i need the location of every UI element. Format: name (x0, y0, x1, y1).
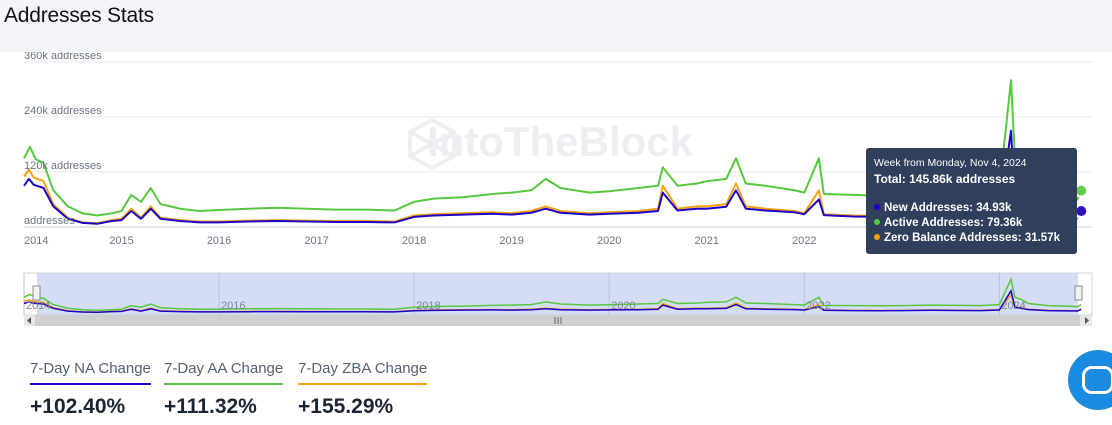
tooltip-row-new: New Addresses: 34.93k (874, 202, 1011, 214)
x-tick-label: 2022 (792, 235, 816, 247)
x-tick-label: 2020 (597, 235, 621, 247)
y-tick-label: 120k addresses (24, 160, 102, 172)
stat-label[interactable]: 7-Day NA Change (30, 360, 151, 385)
navigator-line-active (23, 276, 1082, 312)
y-tick-label: addresses (24, 215, 75, 227)
x-tick-label: 2017 (304, 235, 328, 247)
navigator-tick-label: 2018 (416, 300, 440, 312)
navigator-tick-label: 2022 (806, 300, 830, 312)
page-title: Addresses Stats (4, 4, 154, 27)
new-dot-icon (874, 204, 880, 210)
tooltip-row-label: Zero Balance Addresses: 31.57k (884, 232, 1060, 244)
watermark-logo-icon (408, 117, 456, 171)
hover-markers (1074, 183, 1089, 220)
navigator-tick-label: 2020 (611, 300, 635, 312)
zero-balance-dot-icon (874, 234, 880, 240)
stat-aa-change: 7-Day AA Change +111.32% (164, 360, 284, 419)
y-tick-label: 360k addresses (24, 52, 102, 62)
tooltip-header: Week from Monday, Nov 4, 2024 (874, 157, 1027, 169)
x-tick-label: 2014 (24, 235, 48, 247)
watermark-text: IntoTheBlock (427, 118, 694, 165)
navigator-ticks: 2014 2016 2018 2020 2022 2024 (26, 300, 1026, 312)
navigator-series (23, 276, 1082, 314)
navigator-chart[interactable]: 2014 2016 2018 2020 2022 2024 (0, 270, 1112, 330)
chat-bubble-icon (1082, 366, 1112, 394)
tooltip-row-label: Active Addresses: 79.36k (884, 217, 1023, 229)
navigator-left-handle[interactable] (32, 285, 41, 301)
stat-zba-change: 7-Day ZBA Change +155.29% (298, 360, 428, 419)
stat-value: +111.32% (164, 395, 257, 418)
stat-value: +102.40% (30, 395, 126, 418)
chart-tooltip: Week from Monday, Nov 4, 2024 Total: 145… (866, 148, 1077, 254)
stat-value: +155.29% (298, 395, 394, 418)
scroll-right-arrow-icon[interactable] (1085, 317, 1089, 324)
navigator-tick-label: 2016 (221, 300, 245, 312)
hover-marker-new (1074, 203, 1089, 218)
tooltip-row-label: New Addresses: 34.93k (884, 202, 1012, 214)
navigator-tick-label: 2014 (26, 300, 50, 312)
x-tick-label: 2021 (694, 235, 718, 247)
stat-label[interactable]: 7-Day ZBA Change (298, 360, 428, 385)
tooltip-total: Total: 145.86k addresses (874, 172, 1016, 186)
navigator-right-handle[interactable] (1074, 285, 1083, 301)
navigator-tick-label: 2024 (1001, 300, 1025, 312)
stat-na-change: 7-Day NA Change +102.40% (30, 360, 151, 419)
x-tick-label: 2019 (499, 235, 523, 247)
active-dot-icon (874, 219, 880, 225)
x-tick-label: 2016 (207, 235, 231, 247)
x-axis: 2014201520162017201820192020202120222023… (24, 226, 1092, 247)
stat-label[interactable]: 7-Day AA Change (164, 360, 284, 385)
navigator-line-new (23, 288, 1082, 314)
x-tick-label: 2018 (402, 235, 426, 247)
x-tick-label: 2015 (109, 235, 133, 247)
scrollbar-grip-icon[interactable] (554, 317, 562, 324)
y-axis: addresses 120k addresses 240k addresses 360… (24, 52, 102, 227)
navigator-grid (23, 273, 1000, 315)
hover-marker-active (1074, 183, 1089, 198)
tooltip-row-zero-balance: Zero Balance Addresses: 31.57k (874, 232, 1060, 244)
navigator-selection[interactable] (37, 273, 1078, 315)
scroll-left-arrow-icon[interactable] (27, 317, 31, 324)
y-tick-label: 240k addresses (24, 105, 102, 117)
tooltip-row-active: Active Addresses: 79.36k (874, 217, 1022, 229)
